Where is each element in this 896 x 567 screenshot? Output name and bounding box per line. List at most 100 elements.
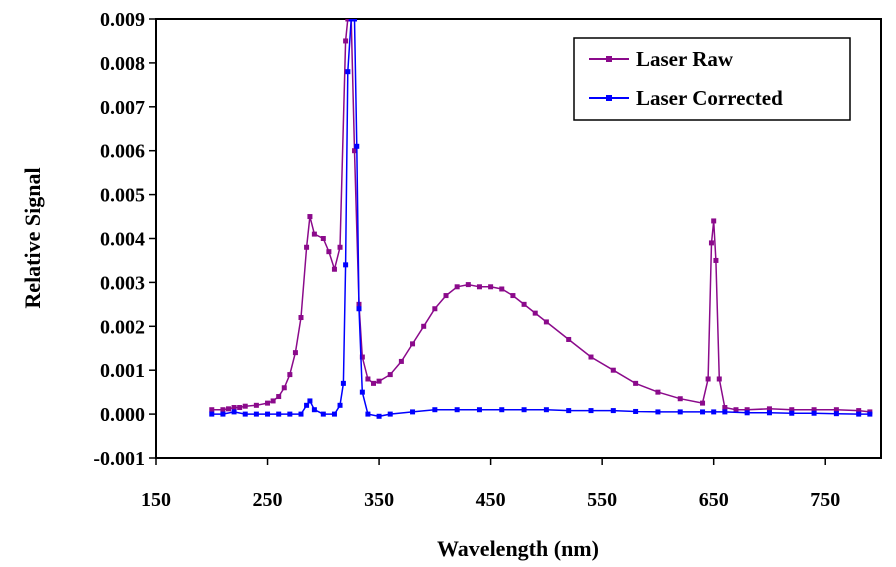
data-point [376,413,382,419]
data-point [833,411,839,417]
data-point [304,244,310,250]
data-point [371,380,376,386]
data-point [287,411,293,417]
data-point [499,286,505,292]
data-point [387,372,393,378]
data-point [700,409,706,415]
y-tick-label: -0.001 [93,448,145,470]
data-point [253,411,259,417]
data-point [499,407,505,413]
data-point [311,407,317,413]
y-tick-label: 0.009 [100,9,145,31]
data-point [744,410,750,416]
data-point [566,408,572,414]
legend-marker-laser-corrected [606,95,612,101]
data-point [543,407,549,413]
data-point [716,376,722,382]
data-point [833,407,839,413]
data-point [733,407,739,413]
data-point [220,407,226,413]
data-point [421,323,427,329]
data-point [713,257,719,263]
data-point [359,389,365,395]
series-layer [209,19,873,419]
data-point [410,341,416,347]
x-tick-label: 450 [476,489,506,511]
data-point [304,402,310,408]
data-point [588,408,594,414]
data-point [270,398,276,404]
data-point [789,407,795,413]
data-point [700,400,706,406]
y-tick-label: 0.003 [100,272,145,294]
data-point [443,293,449,299]
data-point [276,411,282,417]
data-point [352,19,358,22]
data-point [655,409,661,415]
data-point [711,409,717,415]
legend: Laser Raw Laser Corrected [573,37,851,121]
data-point [331,266,337,272]
data-point [566,336,572,342]
data-point [345,19,351,22]
data-point [744,407,750,413]
data-point [387,411,393,417]
series-1 [209,19,873,419]
data-point [708,240,714,246]
data-point [476,407,482,413]
data-point [326,249,332,255]
data-point [476,284,482,290]
data-point [352,148,358,154]
data-point [242,403,248,409]
y-axis: -0.001 0.000 0.001 0.002 0.003 0.004 0.005 0.00… [93,9,156,470]
data-point [276,394,282,400]
x-axis: 150 250 350 450 550 650 750 [141,458,840,511]
data-point [281,385,287,391]
x-tick-label: 750 [810,489,840,511]
data-point [655,389,661,395]
legend-marker-laser-raw [606,56,612,62]
data-point [307,214,313,220]
data-point [265,400,271,406]
x-tick-label: 350 [364,489,394,511]
y-tick-label: 0.002 [100,316,145,338]
data-point [265,411,271,417]
data-point [209,407,215,413]
data-point [359,354,365,360]
data-point [298,411,304,417]
data-point [465,282,471,288]
data-point [633,408,639,414]
data-point [454,407,460,413]
data-point [432,306,438,312]
legend-label-laser-raw: Laser Raw [636,47,734,71]
x-tick-label: 550 [587,489,617,511]
data-point [633,380,639,386]
data-point [766,406,772,412]
data-point [237,405,243,411]
data-point [354,143,360,149]
data-point [610,367,616,373]
data-point [209,411,215,417]
data-point [856,408,862,414]
data-point [510,293,516,299]
data-point [811,410,817,416]
data-point [331,411,337,417]
y-tick-label: 0.005 [100,185,145,207]
data-point [343,38,349,44]
data-point [677,396,683,402]
data-point [677,409,683,415]
data-point [231,405,237,411]
data-point [320,411,326,417]
data-point [365,376,371,382]
data-point [722,409,728,415]
legend-label-laser-corrected: Laser Corrected [636,86,783,110]
data-point [610,408,616,414]
data-point [588,354,594,360]
y-tick-label: 0.007 [100,97,145,119]
data-point [340,380,346,386]
data-point [337,402,343,408]
data-point [789,410,795,416]
data-point [711,218,717,224]
data-point [811,407,817,413]
